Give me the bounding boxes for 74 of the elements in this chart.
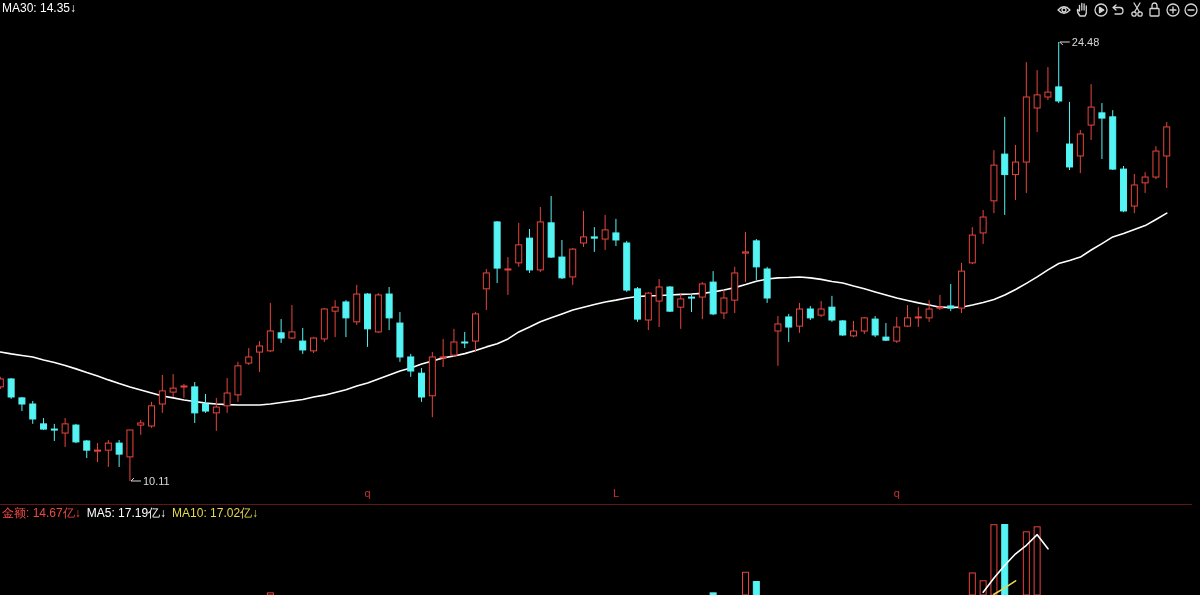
candlestick [590,226,598,253]
candlestick [1033,69,1041,133]
candlestick [601,214,609,251]
candlestick [288,304,296,340]
candlestick [655,278,663,328]
candlestick [331,299,339,338]
candlestick [742,231,750,283]
candlestick [256,340,264,373]
candlestick [29,400,37,425]
text: MA5: 17.19亿↓ [86,506,167,521]
candlestick [104,439,112,468]
candlestick [180,383,188,399]
candlestick [115,439,123,468]
candlestick [504,256,512,296]
text: 金额: 14.67亿↓ [2,506,81,521]
candlestick [828,295,836,323]
bar [752,581,760,595]
candlestick [1001,116,1009,216]
candlestick [1087,83,1095,141]
candlestick [223,377,231,414]
candlestick [299,327,307,355]
candlestick [914,306,922,328]
annotation: 10.11 [143,474,170,487]
candlestick [1055,42,1063,104]
candlestick [148,401,156,429]
candlestick [202,393,210,414]
bar [1001,524,1009,595]
candlestick [1098,102,1106,160]
candlestick [212,397,220,432]
candlestick [83,439,91,459]
candlestick [785,313,793,343]
candlestick [774,315,782,367]
candlestick [580,210,588,248]
candlestick [439,338,447,368]
candlestick [558,239,566,280]
candlestick [1130,173,1138,214]
text: MA30: 14.35↓ [2,1,77,16]
candlestick [1141,171,1149,194]
candlestick [1012,144,1020,201]
candlestick [720,289,728,320]
candlestick [871,315,879,338]
candlestick [925,299,933,323]
candlestick [515,222,523,268]
candlestick [677,292,685,330]
candlestick [418,367,426,403]
bar [709,592,717,595]
text: MA10: 17.02亿↓ [172,506,259,521]
candlestick [893,316,901,344]
candlestick [407,353,415,378]
candlestick [61,417,69,448]
candlestick [796,302,804,334]
candlestick [450,328,458,358]
candlestick [698,281,706,320]
candlestick [277,318,285,344]
candlestick [482,268,490,311]
candlestick [1076,129,1084,174]
candlestick [158,374,166,414]
candlestick [1044,66,1052,101]
candlestick [979,209,987,245]
candlestick [385,286,393,331]
x-tick-label: q [364,486,371,499]
candlestick [266,302,274,353]
candlestick [817,300,825,318]
candlestick [612,218,620,247]
x-tick-label: q [893,486,900,499]
annotation: 24.48 [1071,35,1100,48]
candlestick [7,377,15,400]
candlestick [94,442,102,463]
x-tick-label: L [612,486,620,499]
candlestick [169,373,177,398]
candlestick [342,299,350,338]
candlestick [936,294,944,311]
candlestick [1066,101,1074,171]
candlestick [947,283,955,312]
